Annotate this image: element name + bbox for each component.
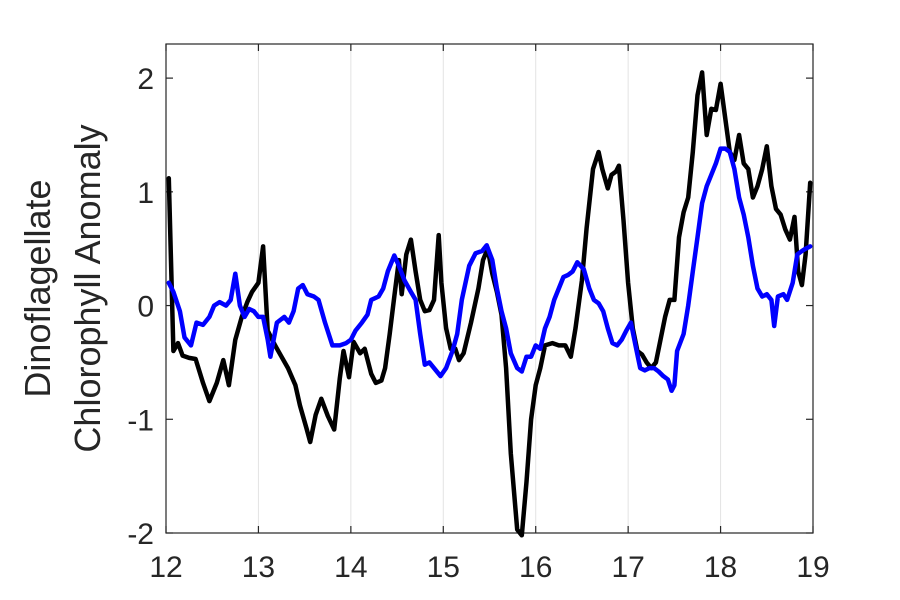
y-tick-label: -1: [127, 404, 154, 437]
series-group: [166, 70, 813, 538]
x-tick-label: 18: [704, 551, 737, 584]
y-tick-label: 0: [137, 291, 154, 324]
y-axis-title-line-2: Chlorophyll Anomaly: [67, 124, 108, 452]
x-tick-label: 13: [242, 551, 275, 584]
y-tick-labels: -2 -1 0 1 2: [127, 63, 154, 551]
x-tick-label: 17: [611, 551, 644, 584]
y-axis-title-line-1: Dinoflagellate: [17, 179, 58, 397]
x-tick-label: 12: [149, 551, 182, 584]
y-tick-label: -2: [127, 518, 154, 551]
x-tick-label: 15: [427, 551, 460, 584]
plot-area: [165, 43, 814, 534]
y-tick-label: 1: [137, 177, 154, 210]
x-tick-label: 14: [334, 551, 367, 584]
x-tick-label: 19: [796, 551, 829, 584]
series-line-1: [166, 70, 813, 538]
series-line-2: [166, 146, 813, 394]
y-tick-label: 2: [137, 63, 154, 96]
x-tick-labels: 12 13 14 15 16 17 18 19: [149, 551, 829, 584]
x-tick-label: 16: [519, 551, 552, 584]
